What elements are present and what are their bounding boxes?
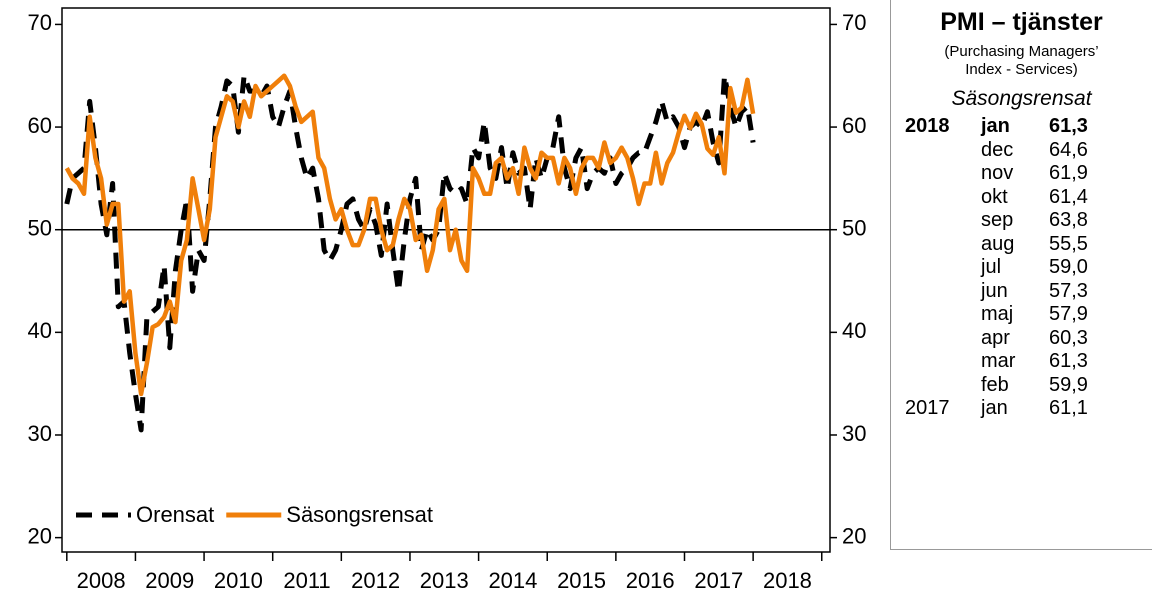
table-cell: 2017 — [905, 397, 950, 419]
y-tick-label: 30 — [28, 421, 52, 446]
x-tick-label: 2016 — [626, 568, 675, 593]
x-tick-label: 2017 — [694, 568, 743, 593]
y2-tick-label: 30 — [842, 421, 866, 446]
table-cell: 57,3 — [1049, 279, 1088, 302]
panel-mode: Säsongsrensat — [951, 87, 1092, 110]
table-cell — [905, 209, 981, 233]
x-tick-label: 2013 — [420, 568, 469, 593]
table-cell: jan — [981, 115, 1010, 137]
value-table: 2018 jan 61,3 dec 64,6 nov 61,9 okt 61,4 sep 63,8 a… — [905, 115, 1098, 421]
panel-title: PMI – tjänster — [940, 8, 1103, 36]
series-line — [64, 73, 756, 433]
table-cell: 61,3 — [1049, 115, 1088, 137]
series-line — [64, 73, 756, 397]
table-cell — [905, 162, 981, 186]
table-cell: mar — [981, 350, 1016, 372]
table-cell: feb — [981, 373, 1009, 396]
x-tick-label: 2010 — [214, 568, 263, 593]
table-cell: 60,3 — [1049, 326, 1088, 349]
table-cell: 61,1 — [1049, 397, 1088, 419]
x-tick-label: 2008 — [77, 568, 126, 593]
table-cell: okt — [981, 185, 1008, 208]
table-cell: 64,6 — [1049, 138, 1088, 161]
table-row: feb 59,9 — [905, 374, 1098, 398]
y-tick-label: 20 — [28, 523, 52, 548]
table-cell — [905, 280, 981, 304]
x-tick-label: 2009 — [145, 568, 194, 593]
table-cell — [905, 186, 981, 210]
table-row: 2017 jan 61,1 — [905, 397, 1098, 421]
table-cell: 2018 — [905, 115, 950, 137]
table-row: sep 63,8 — [905, 209, 1098, 233]
table-row: jul 59,0 — [905, 256, 1098, 280]
table-row: okt 61,4 — [905, 186, 1098, 210]
table-cell: aug — [981, 232, 1015, 255]
table-row: maj 57,9 — [905, 303, 1098, 327]
y-tick-label: 70 — [28, 10, 52, 35]
table-row: mar 61,3 — [905, 350, 1098, 374]
table-cell: sep — [981, 209, 1014, 231]
table-cell — [905, 327, 981, 351]
table-row: nov 61,9 — [905, 162, 1098, 186]
table-row: apr 60,3 — [905, 327, 1098, 351]
x-tick-label: 2012 — [351, 568, 400, 593]
chart: 20 20 30 30 40 40 50 50 60 60 70 70 2008 2009 2010 2011… — [28, 7, 866, 593]
y-tick-label: 40 — [28, 318, 52, 343]
table-cell: jun — [981, 279, 1008, 302]
table-cell: maj — [981, 303, 1014, 325]
table-cell: 59,0 — [1049, 256, 1088, 278]
y2-tick-label: 50 — [842, 216, 866, 241]
x-tick-label: 2018 — [763, 568, 812, 593]
table-cell: 61,9 — [1049, 162, 1088, 184]
table-cell: 63,8 — [1049, 209, 1088, 231]
table-cell: 61,3 — [1049, 350, 1088, 372]
table-cell: nov — [981, 162, 1014, 184]
table-cell: 57,9 — [1049, 303, 1088, 325]
legend-label: Orensat — [136, 502, 214, 527]
table-cell — [905, 233, 981, 257]
plot-frame — [61, 7, 831, 553]
table-cell: 55,5 — [1049, 232, 1088, 255]
table-row: 2018 jan 61,3 — [905, 115, 1098, 139]
table-cell: jul — [981, 256, 1002, 278]
table-row: jun 57,3 — [905, 280, 1098, 304]
y2-tick-label: 20 — [842, 523, 866, 548]
table-cell: apr — [981, 326, 1010, 349]
x-tick-label: 2014 — [488, 568, 537, 593]
table-row: dec 64,6 — [905, 139, 1098, 163]
y2-tick-label: 70 — [842, 10, 866, 35]
x-tick-label: 2011 — [283, 568, 330, 593]
table-cell: jan — [981, 397, 1008, 419]
y2-tick-label: 40 — [842, 318, 866, 343]
panel-subtitle: (Purchasing Managers’ Index - Services) — [891, 43, 1152, 79]
x-tick-label: 2015 — [557, 568, 606, 593]
y-tick-label: 50 — [28, 216, 52, 241]
y-tick-label: 60 — [28, 113, 52, 138]
table-cell — [905, 303, 981, 327]
table-cell — [905, 256, 981, 280]
table-cell: 61,4 — [1049, 185, 1088, 208]
table-cell: dec — [981, 138, 1014, 161]
y2-tick-label: 60 — [842, 113, 866, 138]
table-cell — [905, 350, 981, 374]
table-cell — [905, 374, 981, 398]
table-cell — [905, 139, 981, 163]
info-panel: PMI – tjänster (Purchasing Managers’ Ind… — [890, 0, 1152, 550]
table-row: aug 55,5 — [905, 233, 1098, 257]
subtitle-line: (Purchasing Managers’ — [944, 43, 1099, 60]
legend-label: Säsongsrensat — [286, 502, 433, 527]
table-cell: 59,9 — [1049, 373, 1088, 396]
subtitle-line: Index - Services) — [965, 61, 1078, 78]
